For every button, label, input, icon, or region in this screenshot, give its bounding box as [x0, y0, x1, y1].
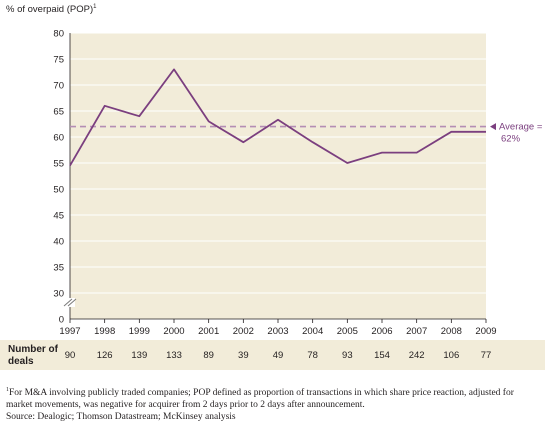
deal-count: 39: [238, 350, 249, 361]
deal-count: 78: [307, 350, 318, 361]
x-tick-label: 2005: [337, 326, 358, 337]
average-label-line1: Average =: [499, 122, 543, 133]
y-tick-label: 35: [53, 263, 64, 274]
y-axis-title: % of overpaid (POP)1: [6, 4, 97, 16]
deal-count: 89: [203, 350, 214, 361]
pop-series-line: [69, 68, 486, 167]
x-tick-label: 2004: [302, 326, 323, 337]
x-tick-label: 2007: [406, 326, 427, 337]
x-tick-label: 2000: [163, 326, 184, 337]
line-chart: 0 30 35 40 45 50 55 60 65 70 75 80 1997 1998 1999 2000 2…: [53, 29, 543, 338]
x-tick-label: 2003: [267, 326, 288, 337]
x-tick-label: 1998: [94, 326, 115, 337]
deals-row-label: Number of deals: [8, 344, 58, 367]
deal-count: 93: [342, 350, 353, 361]
y-tick-label: 40: [53, 237, 64, 248]
deal-count: 90: [64, 350, 76, 361]
average-label-line2: 62%: [501, 134, 521, 145]
deals-band: [0, 340, 545, 370]
deal-count: 77: [480, 350, 492, 361]
y-tick-label: 30: [53, 289, 64, 300]
y-tick-label: 75: [53, 55, 64, 66]
x-tick-label: 2008: [441, 326, 462, 337]
y-tick-label: 0: [59, 315, 64, 326]
y-tick-label: 60: [53, 133, 64, 144]
x-tick-label: 1997: [59, 326, 80, 337]
deal-count: 154: [374, 350, 390, 361]
y-tick-label: 45: [53, 211, 64, 222]
deal-count: 126: [96, 350, 113, 361]
deal-count: 139: [131, 350, 148, 361]
x-tick-label: 2006: [371, 326, 392, 337]
deal-count: 242: [408, 350, 425, 361]
x-tick-label: 1999: [129, 326, 150, 337]
deal-count: 106: [443, 350, 460, 361]
y-tick-label: 65: [53, 107, 64, 118]
y-tick-label: 50: [53, 185, 64, 196]
y-tick-label: 70: [53, 81, 64, 92]
average-arrow-icon: [490, 123, 496, 131]
plot-area: [70, 33, 486, 319]
y-tick-label: 80: [53, 29, 64, 40]
deal-count: 133: [166, 350, 182, 361]
x-tick-label: 2001: [198, 326, 219, 337]
x-tick-label: 2002: [233, 326, 254, 337]
y-tick-label: 55: [53, 159, 64, 170]
axis-break-icon: [63, 298, 77, 307]
footnote: 1For M&A involving publicly traded compa…: [6, 387, 514, 411]
source-note: Source: Dealogic; Thomson Datastream; Mc…: [6, 412, 236, 422]
x-tick-label: 2009: [475, 326, 496, 337]
deal-count: 49: [272, 350, 284, 361]
